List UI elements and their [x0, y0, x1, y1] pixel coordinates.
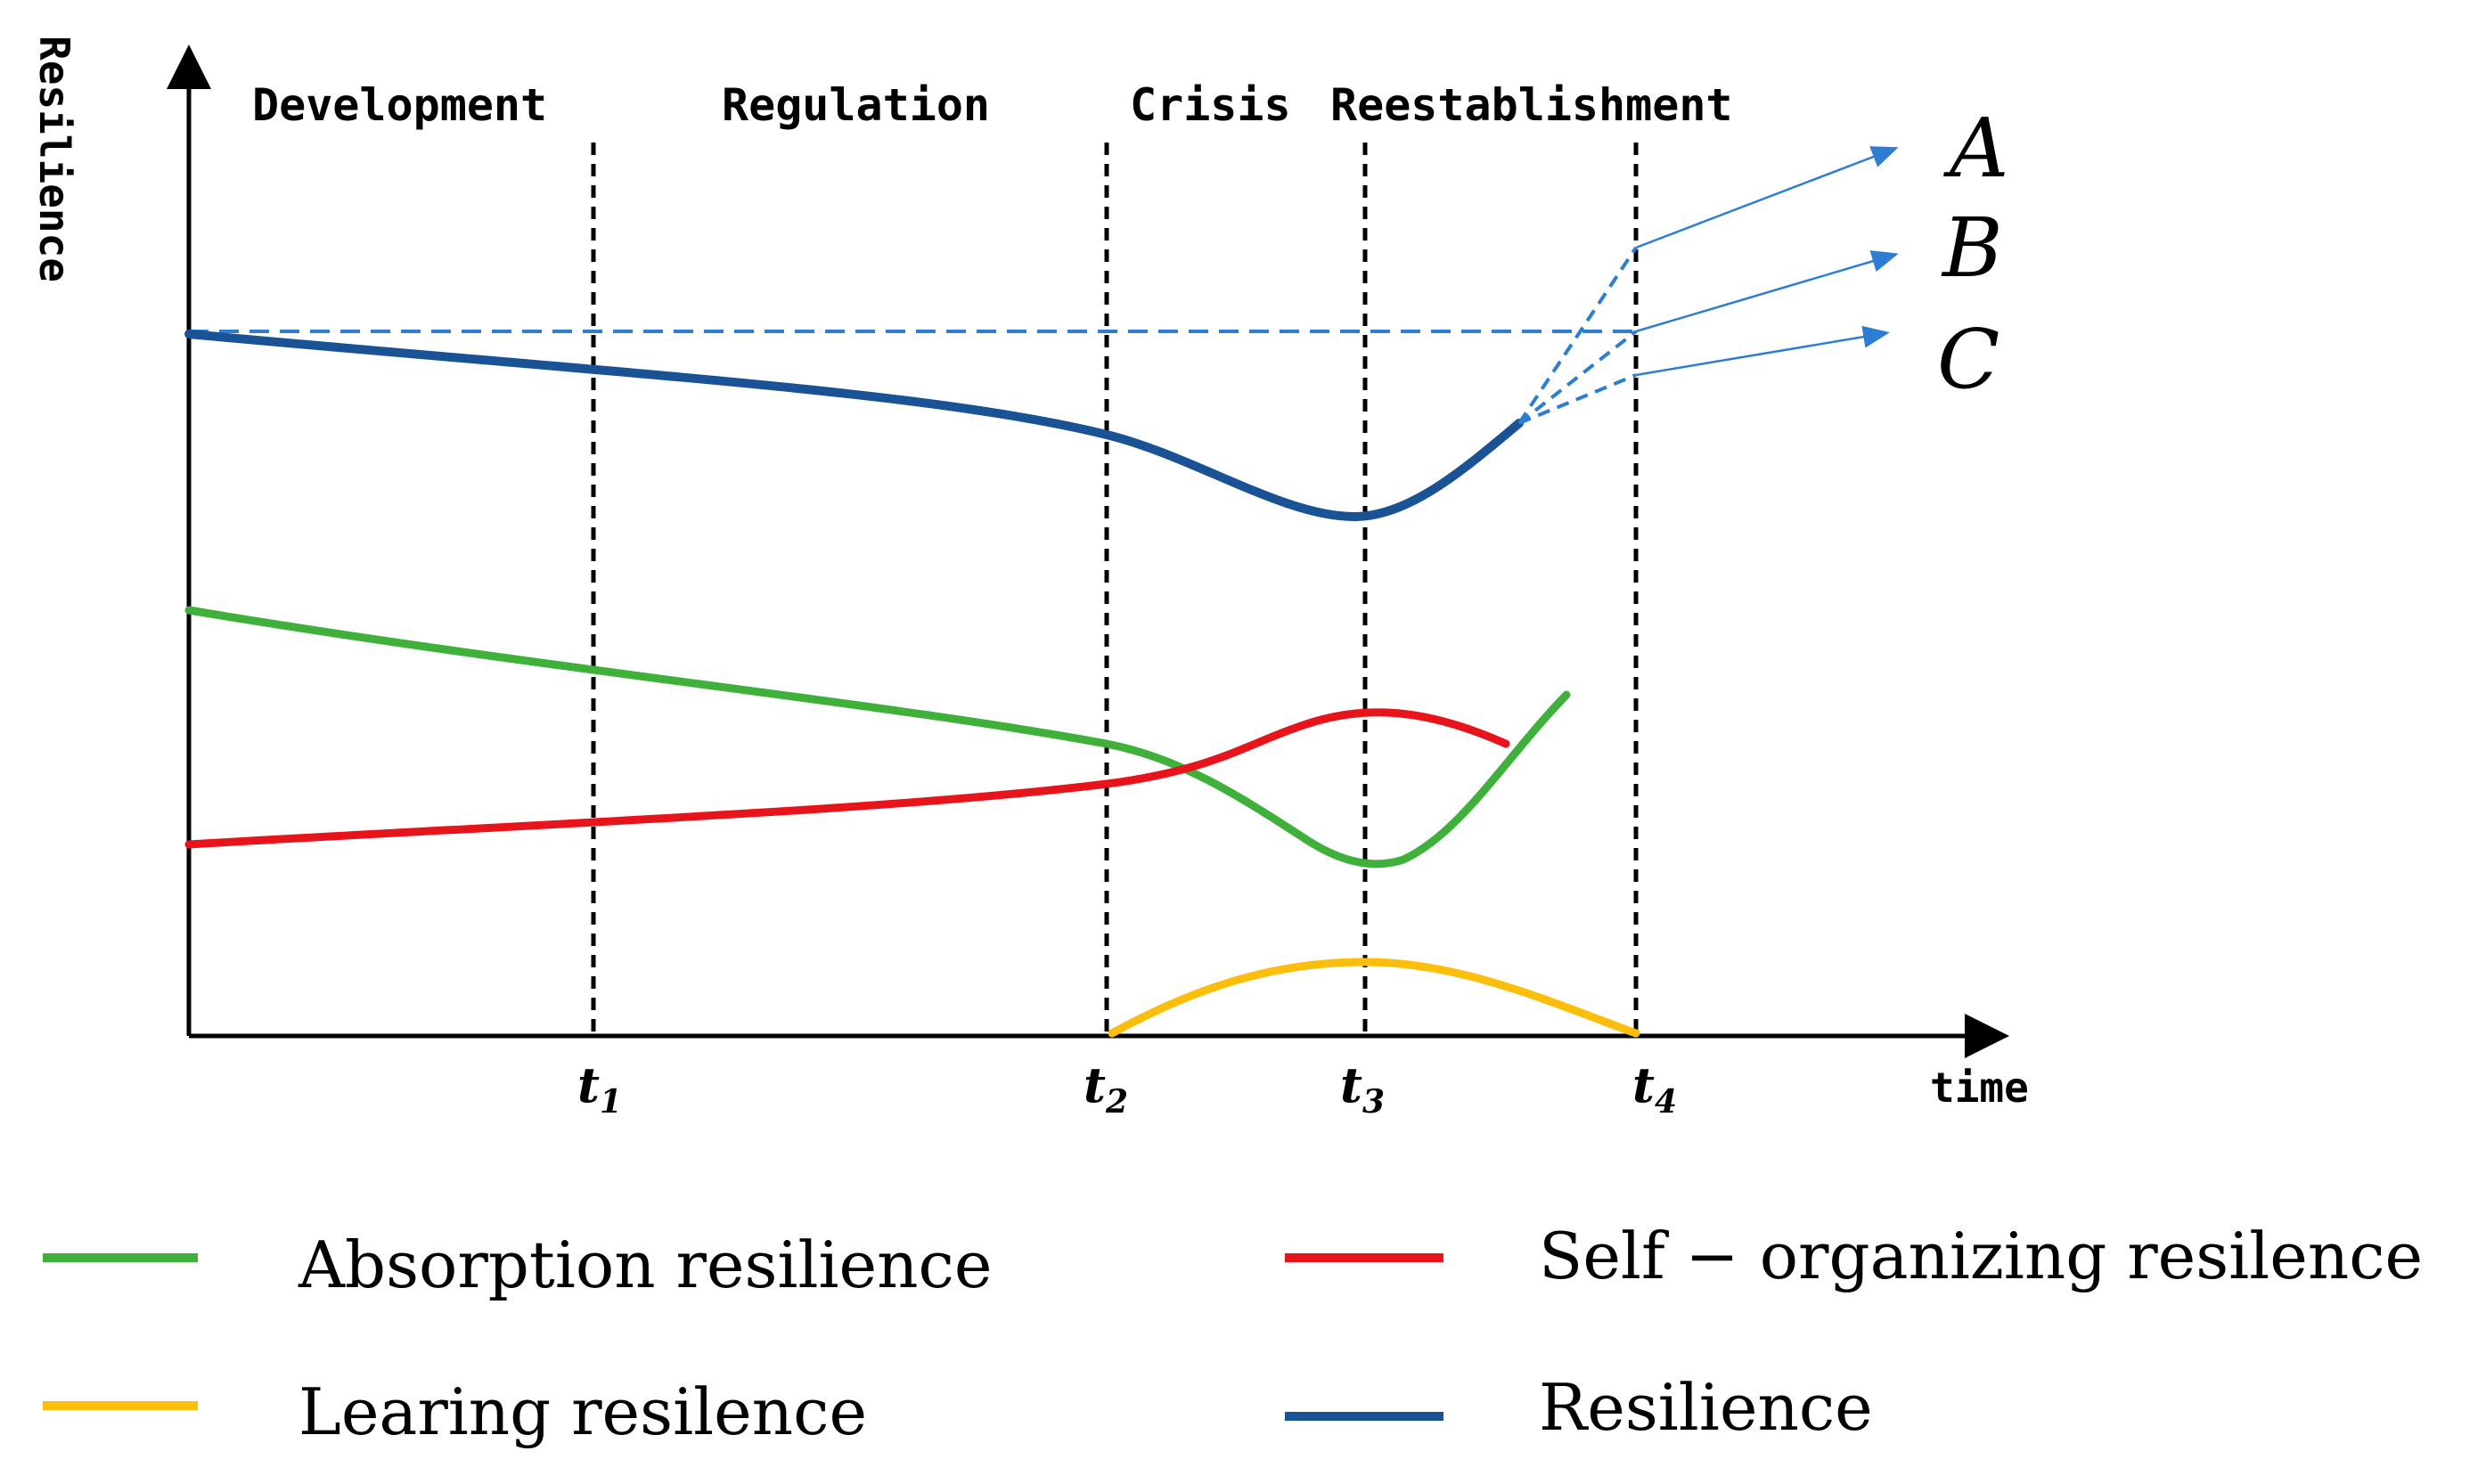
- series-self-organizing-curve: [184, 708, 1510, 849]
- tick-label-t4: t4: [1632, 1056, 1677, 1121]
- scenario-arrow-c: [1635, 325, 1890, 377]
- projection-dashed-b: [1517, 330, 1638, 425]
- legend-label-self-organizing: Self − organizing resilence: [1539, 1219, 2423, 1293]
- series-resilience-curve: [184, 330, 1524, 522]
- legend: Absorption resilience Self − organizing …: [43, 1219, 2423, 1449]
- y-axis-title: Resilience: [30, 36, 78, 282]
- scenario-label-a: A: [1942, 101, 2008, 196]
- legend-label-absorption: Absorption resilience: [298, 1227, 992, 1302]
- tick-label-t3: t3: [1340, 1056, 1385, 1121]
- phase-label-development: Development: [252, 79, 547, 131]
- scenario-arrow-b: [1635, 250, 1899, 333]
- phase-label-reestablishment: Reestablishment: [1330, 79, 1733, 131]
- legend-label-learning: Learing resilence: [298, 1374, 867, 1449]
- scenario-label-c: C: [1937, 312, 1999, 407]
- series-learning-curve: [1108, 958, 1640, 1038]
- scenario-label-b: B: [1941, 200, 2003, 296]
- tick-label-t2: t2: [1084, 1056, 1128, 1121]
- series-absorption-curve: [184, 606, 1571, 868]
- tick-label-t1: t1: [577, 1056, 622, 1121]
- phase-label-crisis: Crisis: [1130, 79, 1291, 131]
- projection-dashed-c: [1518, 373, 1637, 425]
- scenario-arrow-a: [1635, 146, 1899, 249]
- projection-dashed-a: [1517, 246, 1638, 425]
- x-axis-title: time: [1930, 1064, 2029, 1112]
- phase-label-regulation: Regulation: [722, 79, 990, 131]
- legend-label-resilience: Resilience: [1539, 1370, 1873, 1445]
